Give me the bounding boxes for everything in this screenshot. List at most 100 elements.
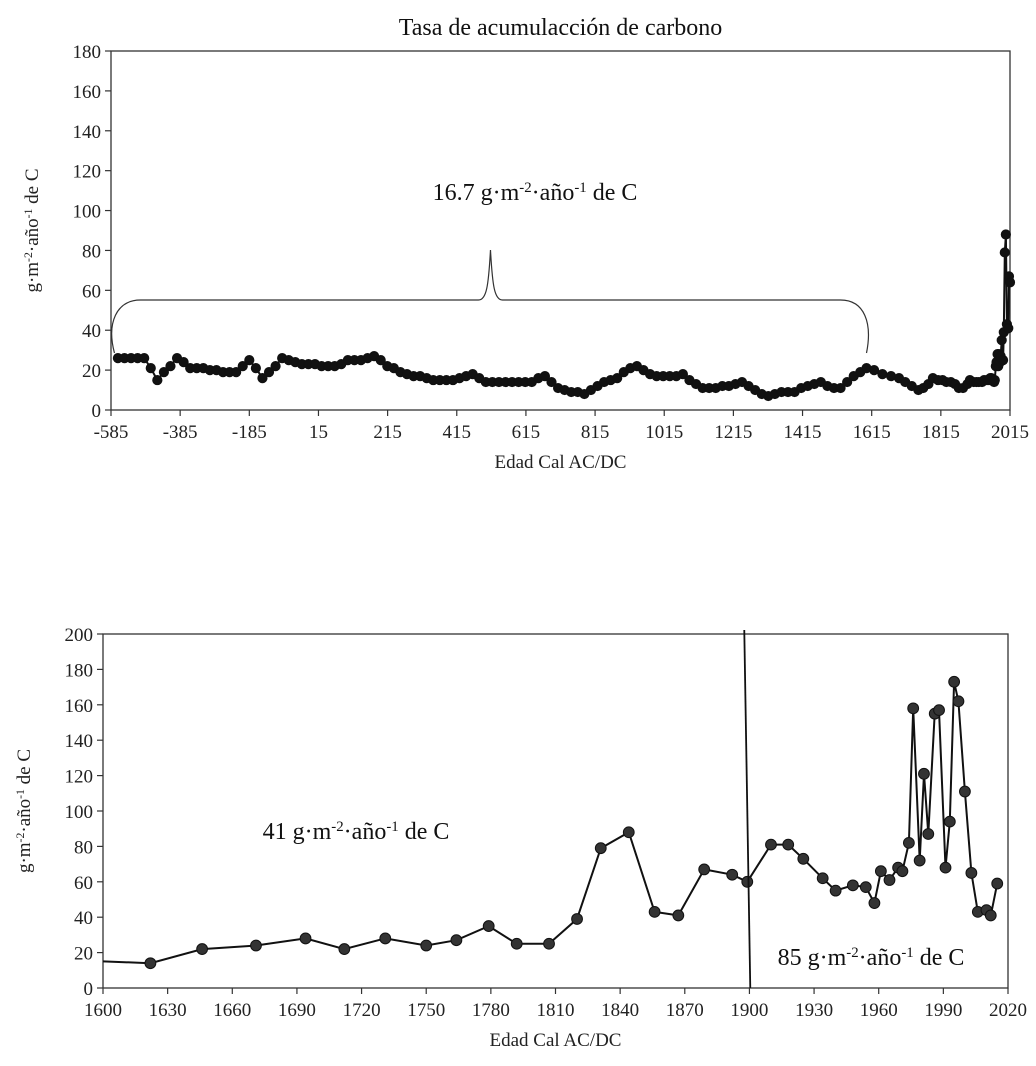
superscript: -1	[22, 208, 35, 218]
y-axis-label: g·m-2·año-1 de C	[14, 749, 36, 873]
annotation-mean: 16.7 g·m-2·año-1 de C	[433, 180, 638, 206]
superscript: -2	[22, 252, 35, 262]
data-point	[622, 826, 635, 839]
x-tick-label: 1750	[407, 1000, 445, 1021]
data-point	[338, 943, 351, 955]
data-point	[672, 909, 685, 922]
text-part: g·m	[14, 842, 35, 873]
text-part: de C	[914, 945, 965, 971]
x-tick-label: 1815	[922, 422, 960, 443]
text-part: 16.7 g·m	[433, 180, 520, 206]
data-point	[482, 920, 495, 932]
data-point	[948, 675, 961, 688]
y-tick-label: 40	[74, 908, 93, 929]
x-tick-label: 2020	[989, 1000, 1027, 1021]
x-tick-label: 1215	[714, 422, 752, 443]
y-tick-label: 120	[73, 162, 102, 183]
data-point	[782, 838, 795, 851]
data-point	[539, 370, 551, 382]
x-tick-label: 1870	[666, 1000, 704, 1021]
data-point	[612, 372, 623, 384]
chart-title: Tasa de acumulacción de carbono	[399, 15, 723, 41]
x-tick-label: 1600	[84, 1000, 122, 1021]
text-part: 41 g·m	[263, 819, 332, 845]
plot-frame	[110, 50, 1011, 411]
y-tick-label: 40	[82, 321, 101, 342]
y-tick-label: 120	[65, 767, 94, 788]
data-point	[997, 355, 1009, 366]
x-axis-label: Edad Cal AC/DC	[490, 1030, 622, 1051]
data-point	[1000, 229, 1011, 240]
data-point	[237, 361, 248, 372]
data-point	[991, 877, 1004, 890]
data-point	[883, 874, 896, 886]
data-point	[450, 934, 463, 947]
x-tick-label: 1690	[278, 1000, 316, 1021]
x-tick-label: 1660	[213, 1000, 251, 1021]
y-tick-label: 180	[73, 42, 102, 63]
data-point	[797, 852, 810, 865]
text-part: ·año	[344, 819, 387, 845]
text-part: 85 g·m	[778, 945, 847, 971]
text-part: g·m	[22, 262, 43, 293]
data-point	[726, 868, 739, 881]
data-point	[231, 367, 242, 378]
y-tick-label: 100	[73, 202, 102, 223]
x-tick-label: -585	[94, 422, 129, 443]
superscript: -2	[519, 180, 531, 196]
superscript: -1	[574, 180, 586, 196]
data-point	[965, 867, 978, 879]
data-point	[543, 937, 555, 950]
data-point	[959, 785, 971, 798]
y-tick-label: 60	[82, 281, 101, 302]
data-point	[299, 932, 312, 945]
text-part: de C	[22, 168, 43, 208]
text-part: de C	[587, 180, 638, 206]
data-point	[869, 365, 880, 376]
y-tick-label: 160	[65, 696, 94, 717]
data-point	[420, 939, 433, 952]
data-point	[139, 353, 150, 364]
data-point	[196, 943, 209, 955]
data-point	[677, 369, 689, 380]
x-tick-label: 1615	[853, 422, 891, 443]
x-tick-label: 1840	[601, 1000, 639, 1021]
chart-top: 0 20 40 60 80 100 120 140 160 180 -585 -385 -185 15 21…	[22, 15, 1030, 473]
superscript: -1	[901, 945, 913, 961]
data-point	[918, 767, 930, 780]
x-tick-label: 1900	[730, 1000, 768, 1021]
text-part: de C	[14, 749, 35, 789]
data-point	[989, 374, 1000, 386]
data-point	[913, 854, 926, 867]
y-tick-label: 20	[82, 361, 101, 382]
annotation-left: 41 g·m-2·año-1 de C	[263, 819, 450, 845]
x-tick-label: 1015	[645, 422, 683, 443]
y-tick-label: 140	[73, 122, 102, 143]
data-point	[165, 361, 176, 372]
y-tick-label: 180	[65, 660, 94, 681]
superscript: -1	[14, 789, 27, 799]
divider-line	[743, 629, 752, 989]
y-tick-label: 160	[73, 82, 102, 103]
data-point	[835, 382, 846, 394]
data-point	[741, 875, 754, 888]
y-tick-label: 80	[74, 837, 93, 858]
annotation-right: 85 g·m-2·año-1 de C	[778, 945, 965, 971]
data-point	[244, 355, 255, 366]
x-tick-label: 1415	[784, 422, 822, 443]
x-tick-label: 1990	[924, 1000, 962, 1021]
data-point	[152, 374, 163, 386]
data-point	[874, 865, 887, 878]
y-tick-label: 0	[92, 401, 102, 422]
data-point	[859, 881, 872, 894]
superscript: -1	[386, 819, 398, 835]
data-point	[250, 363, 261, 374]
x-tick-label: 1930	[795, 1000, 833, 1021]
data-point	[375, 355, 386, 366]
y-tick-label: 140	[65, 731, 94, 752]
x-tick-label: 15	[309, 422, 328, 443]
data-point	[379, 932, 392, 945]
data-point	[1004, 277, 1016, 288]
x-tick-label: 215	[373, 422, 402, 443]
y-tick-label: 80	[82, 241, 101, 262]
